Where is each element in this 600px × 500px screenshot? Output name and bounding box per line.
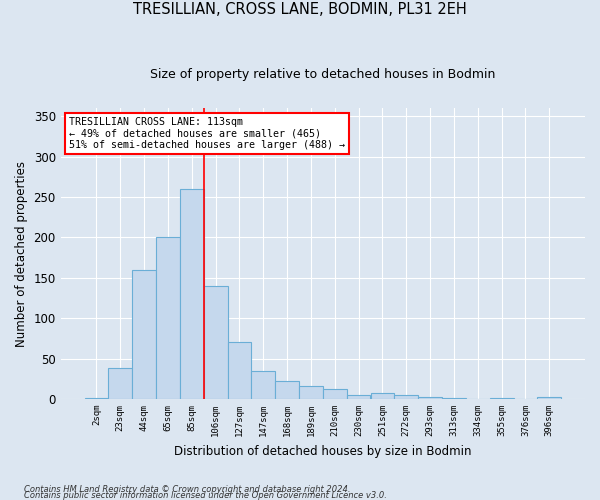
- Bar: [394, 395, 418, 399]
- Bar: [323, 390, 347, 399]
- Bar: [538, 398, 561, 399]
- X-axis label: Distribution of detached houses by size in Bodmin: Distribution of detached houses by size …: [174, 444, 472, 458]
- Bar: [180, 189, 203, 399]
- Bar: [490, 398, 514, 399]
- Bar: [299, 386, 323, 399]
- Bar: [203, 286, 227, 399]
- Bar: [371, 394, 394, 399]
- Bar: [227, 342, 251, 399]
- Bar: [109, 368, 132, 399]
- Bar: [156, 238, 180, 399]
- Bar: [251, 371, 275, 399]
- Bar: [442, 398, 466, 399]
- Y-axis label: Number of detached properties: Number of detached properties: [15, 160, 28, 346]
- Text: Contains HM Land Registry data © Crown copyright and database right 2024.: Contains HM Land Registry data © Crown c…: [24, 484, 350, 494]
- Title: Size of property relative to detached houses in Bodmin: Size of property relative to detached ho…: [150, 68, 496, 80]
- Bar: [132, 270, 156, 399]
- Bar: [418, 396, 442, 399]
- Text: TRESILLIAN CROSS LANE: 113sqm
← 49% of detached houses are smaller (465)
51% of : TRESILLIAN CROSS LANE: 113sqm ← 49% of d…: [68, 117, 344, 150]
- Text: TRESILLIAN, CROSS LANE, BODMIN, PL31 2EH: TRESILLIAN, CROSS LANE, BODMIN, PL31 2EH: [133, 2, 467, 18]
- Text: Contains public sector information licensed under the Open Government Licence v3: Contains public sector information licen…: [24, 490, 387, 500]
- Bar: [275, 382, 299, 399]
- Bar: [85, 398, 109, 399]
- Bar: [347, 395, 370, 399]
